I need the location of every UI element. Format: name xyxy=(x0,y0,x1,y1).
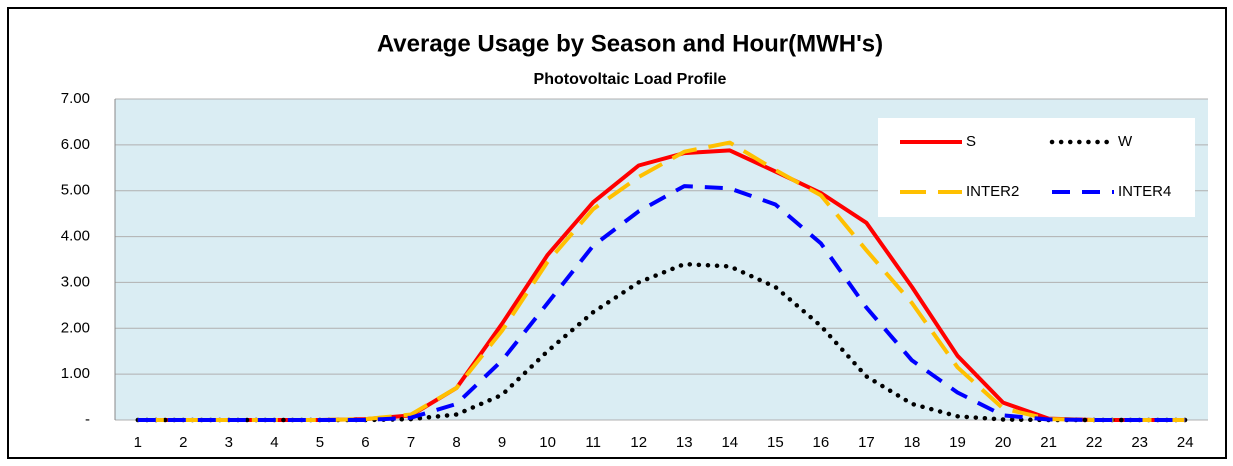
x-tick-label: 17 xyxy=(858,434,875,451)
legend-label: INTER2 xyxy=(966,183,1019,200)
x-tick-label: 10 xyxy=(539,434,556,451)
x-tick-label: 19 xyxy=(949,434,966,451)
legend-label: W xyxy=(1118,133,1133,150)
x-tick-label: 15 xyxy=(767,434,784,451)
x-tick-label: 9 xyxy=(498,434,506,451)
x-tick-label: 21 xyxy=(1040,434,1057,451)
x-tick-label: 16 xyxy=(813,434,830,451)
x-tick-label: 12 xyxy=(630,434,647,451)
y-tick-label: 1.00 xyxy=(61,365,90,382)
y-tick-label: - xyxy=(85,411,90,428)
legend-box xyxy=(878,118,1195,217)
x-tick-label: 7 xyxy=(407,434,415,451)
x-tick-label: 1 xyxy=(134,434,142,451)
y-tick-label: 6.00 xyxy=(61,136,90,153)
y-tick-label: 5.00 xyxy=(61,182,90,199)
x-tick-label: 24 xyxy=(1177,434,1194,451)
y-tick-label: 3.00 xyxy=(61,273,90,290)
y-tick-label: 7.00 xyxy=(61,90,90,107)
x-tick-label: 6 xyxy=(361,434,369,451)
x-tick-label: 4 xyxy=(270,434,278,451)
legend-label: S xyxy=(966,133,976,150)
x-tick-label: 2 xyxy=(179,434,187,451)
x-tick-label: 11 xyxy=(585,434,601,451)
x-tick-label: 18 xyxy=(904,434,921,451)
x-tick-label: 23 xyxy=(1131,434,1148,451)
x-tick-label: 3 xyxy=(225,434,233,451)
chart-subtitle: Photovoltaic Load Profile xyxy=(534,71,727,88)
y-tick-label: 4.00 xyxy=(61,228,90,245)
x-tick-label: 20 xyxy=(995,434,1012,451)
x-tick-label: 14 xyxy=(721,434,738,451)
x-tick-label: 22 xyxy=(1086,434,1103,451)
y-tick-label: 2.00 xyxy=(61,319,90,336)
legend-label: INTER4 xyxy=(1118,183,1171,200)
series-line xyxy=(137,140,1186,422)
x-tick-label: 5 xyxy=(316,434,324,451)
chart-title: Average Usage by Season and Hour(MWH's) xyxy=(377,30,883,57)
x-tick-label: 8 xyxy=(452,434,460,451)
x-tick-label: 13 xyxy=(676,434,693,451)
series-line xyxy=(137,184,1186,422)
